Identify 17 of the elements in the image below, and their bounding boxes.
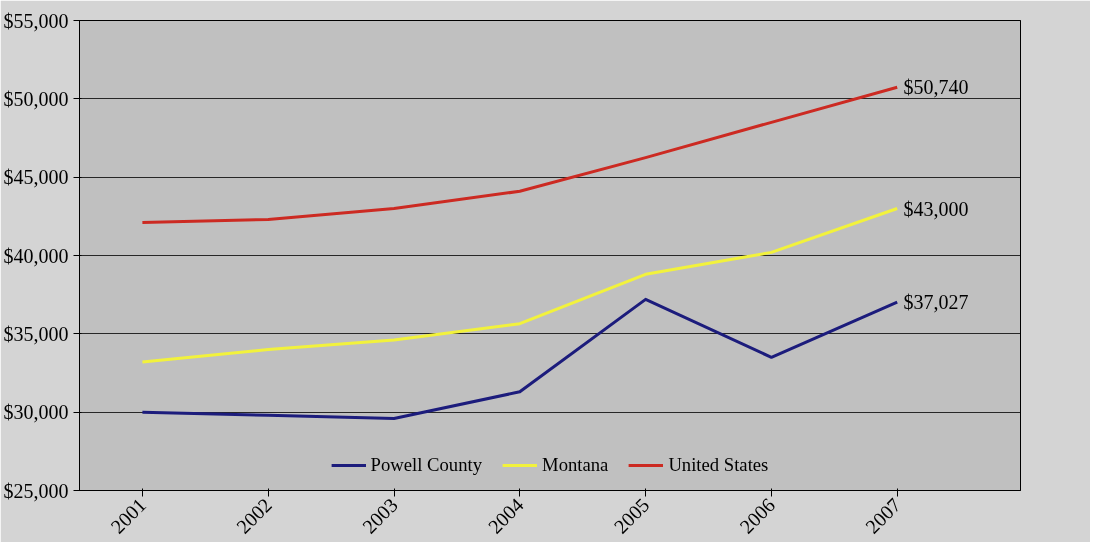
legend-label: Montana	[542, 454, 609, 476]
data-label: $50,740	[903, 76, 969, 99]
line-series	[140, 207, 899, 364]
data-label: $37,027	[903, 291, 969, 314]
line-series	[140, 297, 899, 420]
y-tick-label: $45,000	[3, 166, 69, 189]
data-label: $43,000	[903, 197, 969, 220]
y-tick-label: $40,000	[3, 244, 69, 267]
y-tick-label: $35,000	[3, 322, 69, 345]
legend-label: United States	[668, 454, 769, 476]
x-tick-label: 2001	[106, 493, 151, 538]
line-series	[140, 85, 899, 225]
y-tick-label: $25,000	[3, 479, 69, 502]
legend-label: Powell County	[370, 454, 483, 476]
y-tick-label: $50,000	[3, 87, 69, 110]
y-tick-label: $30,000	[3, 401, 69, 424]
y-tick-label: $55,000	[3, 9, 69, 32]
